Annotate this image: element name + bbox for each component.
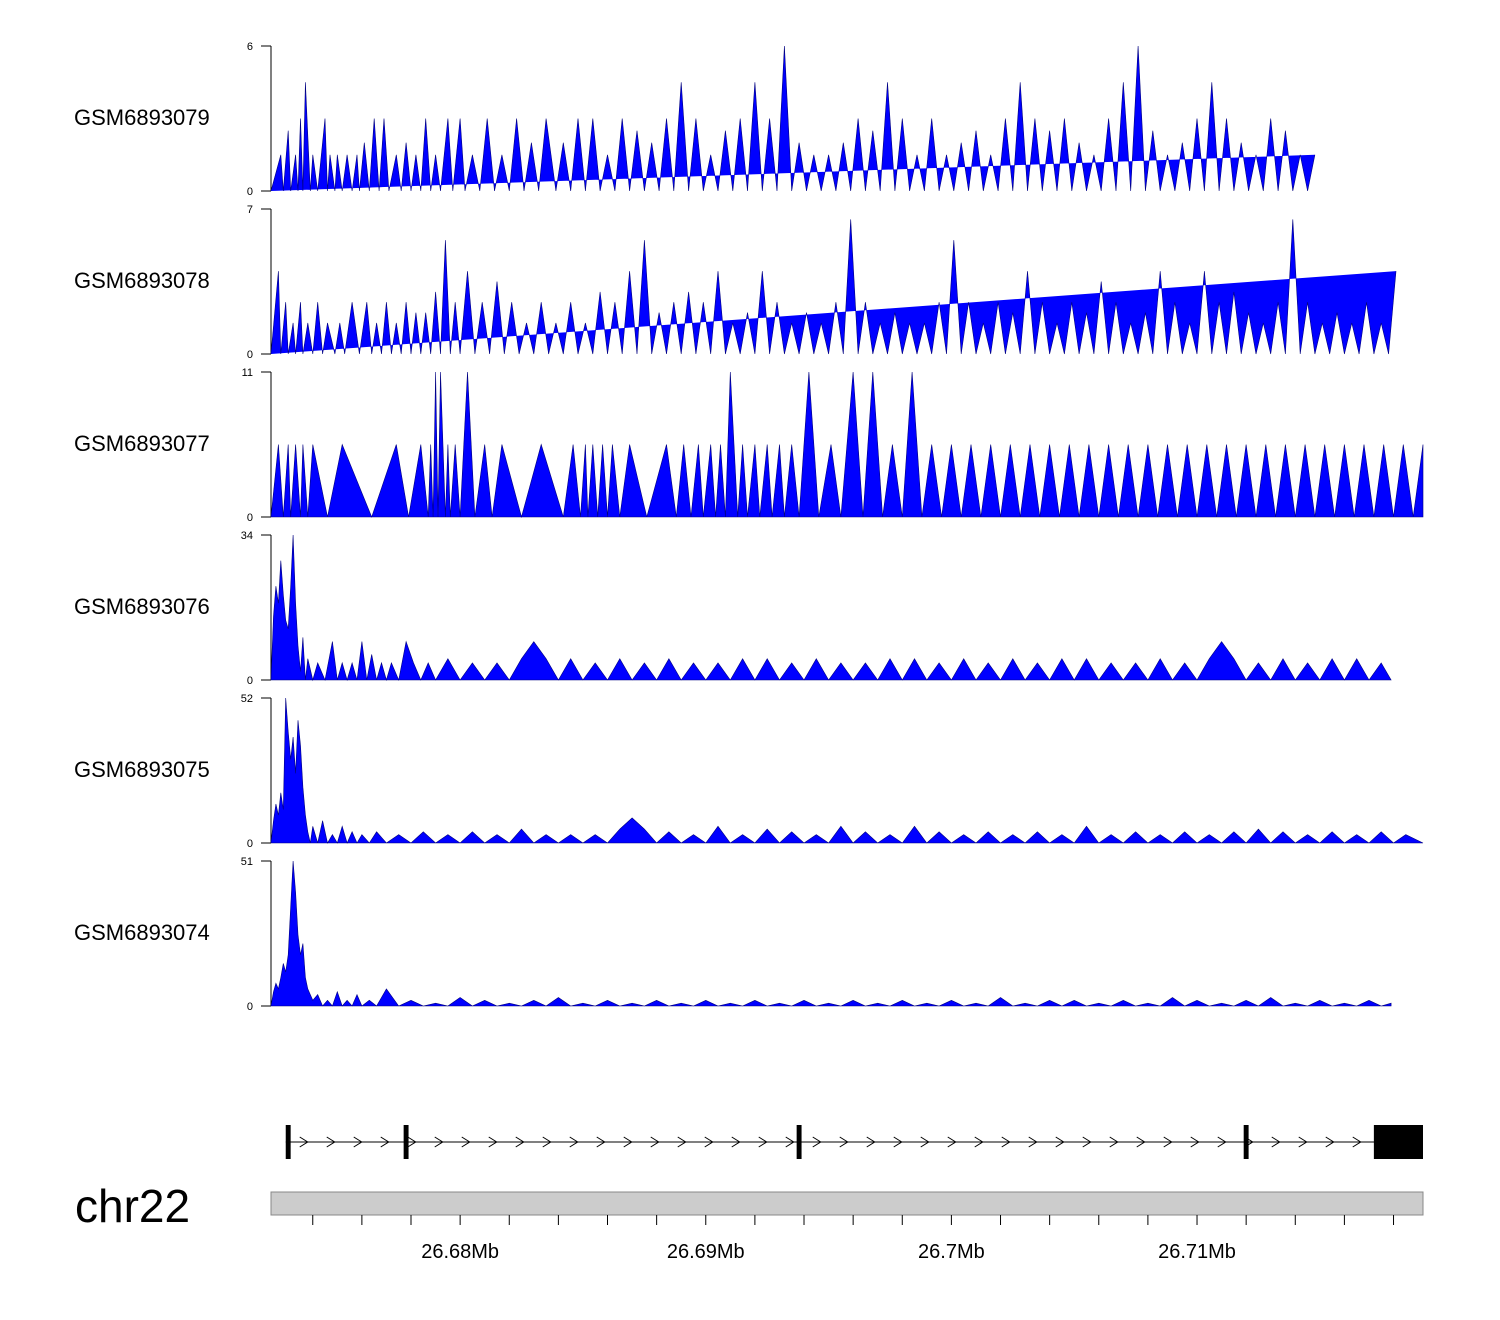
strand-arrow [1271,1136,1281,1148]
coverage-area [270,534,1392,682]
strand-arrow [542,1136,552,1148]
exon [403,1125,409,1159]
strand-arrow [893,1136,903,1148]
strand-arrow [515,1136,525,1148]
track-GSM6893075: GSM6893075 52 0 [74,693,1424,850]
y-min-label: 0 [247,512,253,524]
strand-arrow [1055,1136,1065,1148]
axis-tick-label: 26.7Mb [918,1241,985,1263]
axis-tick-label: 26.71Mb [1158,1241,1236,1263]
strand-arrow [461,1136,471,1148]
strand-arrow [1190,1136,1200,1148]
track-label: GSM6893078 [74,268,210,293]
y-min-label: 0 [247,186,253,198]
y-max-label: 51 [241,856,253,868]
strand-arrow [974,1136,984,1148]
coverage-area [270,45,1316,192]
track-GSM6893074: GSM6893074 51 0 [74,856,1392,1013]
coverage-area [270,697,1424,844]
y-min-label: 0 [247,349,253,361]
strand-arrow [1325,1136,1335,1148]
exon [1243,1125,1249,1159]
track-label: GSM6893076 [74,594,210,619]
strand-arrow [839,1136,849,1148]
strand-arrow [650,1136,660,1148]
gene-model-track [285,1125,1423,1159]
strand-arrow [623,1136,633,1148]
y-max-label: 11 [242,367,253,379]
strand-arrow [1217,1136,1227,1148]
strand-arrow [380,1136,390,1148]
track-GSM6893076: GSM6893076 34 0 [74,530,1392,687]
strand-arrow [866,1136,876,1148]
strand-arrow [1163,1136,1173,1148]
exon [285,1125,291,1159]
y-max-label: 34 [241,530,253,542]
strand-arrow [1298,1136,1308,1148]
strand-arrow [704,1136,714,1148]
strand-arrow [947,1136,957,1148]
strand-arrow [569,1136,579,1148]
strand-arrow [920,1136,930,1148]
strand-arrow [731,1136,741,1148]
strand-arrow [1082,1136,1092,1148]
axis-tick-label: 26.68Mb [421,1241,499,1263]
strand-arrow [1136,1136,1146,1148]
strand-arrow [326,1136,336,1148]
strand-arrow [677,1136,687,1148]
coverage-area [270,219,1397,355]
axis-tick-label: 26.69Mb [667,1241,745,1263]
coverage-area [270,371,1424,519]
y-max-label: 7 [247,204,253,216]
y-min-label: 0 [247,1001,253,1013]
y-max-label: 6 [247,41,253,53]
strand-arrow [596,1136,606,1148]
genome-axis: 26.68Mb 26.69Mb 26.7Mb 26.71Mb [312,1215,1395,1263]
track-GSM6893077: GSM6893077 11 0 [74,367,1424,524]
y-max-label: 52 [241,693,253,705]
track-label: GSM6893074 [74,920,210,945]
track-label: GSM6893077 [74,431,210,456]
track-GSM6893079: GSM6893079 6 0 [74,41,1316,198]
track-label: GSM6893075 [74,757,210,782]
strand-arrow [1028,1136,1038,1148]
strand-arrow [1109,1136,1119,1148]
chromosome-ideogram: chr22 [75,1180,1424,1232]
y-min-label: 0 [247,675,253,687]
strand-arrow [488,1136,498,1148]
strand-arrow [785,1136,795,1148]
coverage-area [270,860,1392,1007]
data-tracks: GSM689307960GSM689307870GSM6893077110GSM… [74,41,1424,1013]
strand-arrow [434,1136,444,1148]
exon [796,1125,802,1159]
strand-arrow [299,1136,309,1148]
strand-arrow [1352,1136,1362,1148]
chromosome-band [270,1191,1424,1216]
y-min-label: 0 [247,838,253,850]
strand-arrow [407,1136,417,1148]
strand-arrow [353,1136,363,1148]
track-GSM6893078: GSM6893078 7 0 [74,204,1397,361]
strand-arrow [1001,1136,1011,1148]
exon [1373,1125,1423,1159]
strand-arrow [812,1136,822,1148]
chromosome-label: chr22 [75,1180,190,1232]
track-label: GSM6893079 [74,105,210,130]
strand-arrow [758,1136,768,1148]
